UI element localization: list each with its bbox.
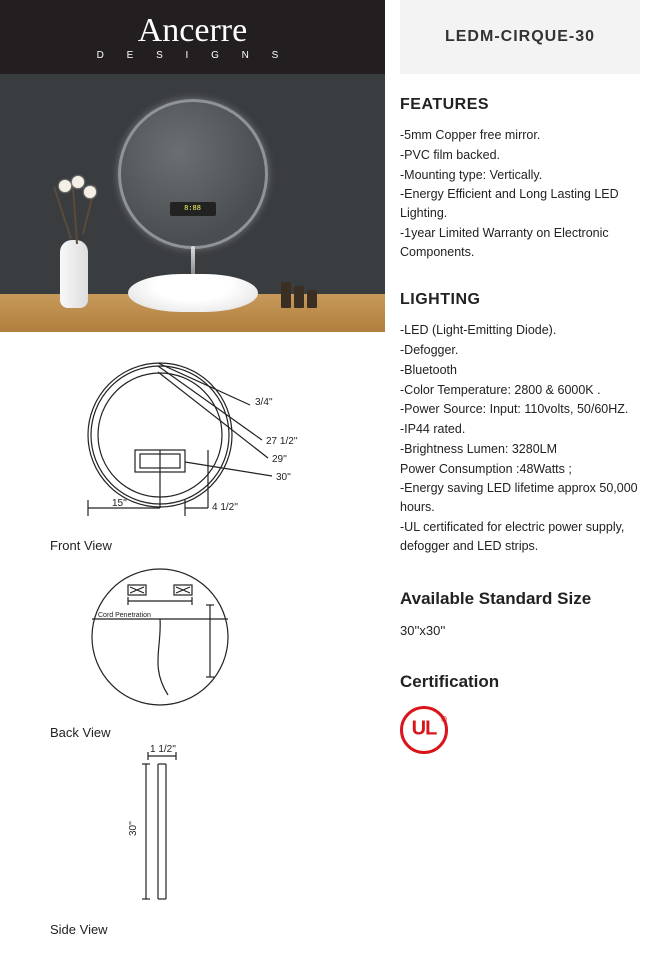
front-view-label: Front View — [50, 538, 355, 553]
size-title: Available Standard Size — [400, 589, 640, 609]
back-view-label: Back View — [50, 725, 355, 740]
back-view-diagram: Cord Penetration — [50, 557, 280, 717]
lighting-item: -IP44 rated. — [400, 420, 640, 439]
feature-item: -Mounting type: Vertically. — [400, 166, 640, 185]
dim-4-5: 4 1/2'' — [212, 502, 238, 513]
brand-name: Ancerre — [138, 14, 247, 48]
dim-3-4: 3/4'' — [255, 397, 273, 408]
side-view-label: Side View — [50, 922, 355, 937]
feature-item: -Energy Efficient and Long Lasting LED L… — [400, 185, 640, 223]
cert-title: Certification — [400, 672, 640, 692]
lighting-item: -LED (Light-Emitting Diode). — [400, 321, 640, 340]
lighting-item: -Defogger. — [400, 341, 640, 360]
right-column: LEDM-CIRQUE-30 FEATURES -5mm Copper free… — [385, 0, 655, 957]
cord-note: Cord Penetration — [98, 612, 151, 619]
logo-bar: Ancerre D E S I G N S — [0, 0, 385, 74]
front-view-diagram: 3/4'' 27 1/2'' 29'' 30'' 4 1/2'' 15'' — [50, 350, 340, 530]
lighting-item: -Power Source: Input: 110volts, 50/60HZ. — [400, 400, 640, 419]
dim-side-h: 30'' — [128, 821, 139, 836]
lighting-item: -Brightness Lumen: 3280LM — [400, 440, 640, 459]
feature-item: -PVC film backed. — [400, 146, 640, 165]
ul-logo: UL ® — [400, 706, 640, 754]
feature-item: -1year Limited Warranty on Electronic Co… — [400, 224, 640, 262]
dim-30: 30'' — [276, 472, 291, 483]
lighting-item: -Energy saving LED lifetime approx 50,00… — [400, 479, 640, 517]
lighting-item: -Color Temperature: 2800 & 6000K . — [400, 381, 640, 400]
size-value: 30''x30'' — [400, 623, 640, 638]
lighting-item: -Bluetooth — [400, 361, 640, 380]
ul-text: UL — [412, 718, 437, 741]
dim-15: 15'' — [112, 498, 127, 509]
lighting-title: LIGHTING — [400, 291, 640, 309]
side-view-diagram: 1 1/2'' 30'' — [50, 744, 250, 914]
brand-subtitle: D E S I G N S — [97, 50, 289, 61]
features-list: -5mm Copper free mirror. -PVC film backe… — [400, 126, 640, 261]
dim-27-5: 27 1/2'' — [266, 436, 298, 447]
lighting-item: Power Consumption :48Watts ; — [400, 460, 640, 479]
features-title: FEATURES — [400, 96, 640, 114]
page: Ancerre D E S I G N S — [0, 0, 655, 957]
dim-29: 29'' — [272, 454, 287, 465]
feature-item: -5mm Copper free mirror. — [400, 126, 640, 145]
model-number: LEDM-CIRQUE-30 — [445, 28, 595, 46]
lighting-item: -UL certificated for electric power supp… — [400, 518, 640, 556]
hero-image — [0, 74, 385, 332]
left-column: Ancerre D E S I G N S — [0, 0, 385, 957]
model-bar: LEDM-CIRQUE-30 — [400, 0, 640, 74]
dim-side-w: 1 1/2'' — [150, 744, 176, 755]
lighting-list: -LED (Light-Emitting Diode). -Defogger. … — [400, 321, 640, 555]
diagrams-area: 3/4'' 27 1/2'' 29'' 30'' 4 1/2'' 15'' Fr… — [0, 332, 385, 957]
